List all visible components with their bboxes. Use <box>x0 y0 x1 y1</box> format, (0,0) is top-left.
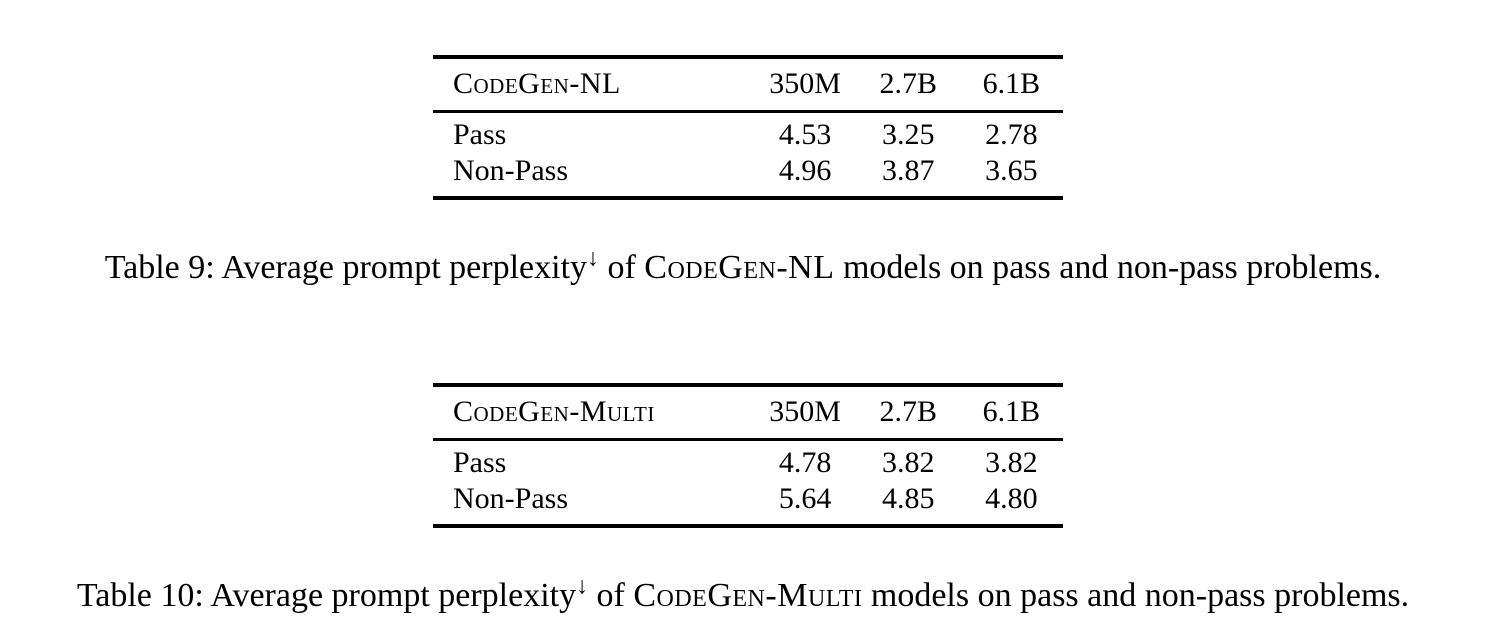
row-label: Non-Pass <box>453 154 569 187</box>
downarrow-icon: ↓ <box>587 245 599 272</box>
caption-text: models on pass and non-pass problems. <box>870 577 1410 614</box>
cell-value: 3.87 <box>881 154 935 187</box>
cell-value: 3.65 <box>985 154 1038 187</box>
cell-value: 4.78 <box>778 446 832 479</box>
cell-value: 2.78 <box>985 118 1038 151</box>
caption-text: of <box>607 249 636 286</box>
column-header-2-7b: 2.7B <box>856 385 960 441</box>
caption-label: Table 9: <box>104 249 215 286</box>
column-header-350m: 350M <box>753 57 857 113</box>
caption-text: of <box>596 577 625 614</box>
table-10-caption: Table 10: Average prompt perplexity↓ of … <box>0 573 1486 616</box>
column-header-6-1b: 6.1B <box>959 385 1063 441</box>
downarrow-icon: ↓ <box>576 573 589 600</box>
cell-value: 4.96 <box>778 154 832 187</box>
caption-label: Table 10: <box>76 577 204 614</box>
cell-value: 4.53 <box>778 118 832 151</box>
table-row-pass: Pass 4.78 3.82 3.82 <box>433 440 1063 482</box>
column-header-350m: 350M <box>753 385 857 441</box>
table-row-pass: Pass 4.53 3.25 2.78 <box>433 112 1063 154</box>
caption-text: models on pass and non-pass problems. <box>842 249 1382 286</box>
row-label: Non-Pass <box>453 482 569 515</box>
cell-value: 4.85 <box>881 482 935 515</box>
cell-value: 4.80 <box>985 482 1038 515</box>
table-row-non-pass: Non-Pass 4.96 3.87 3.65 <box>433 153 1063 198</box>
column-header-6-1b: 6.1B <box>959 57 1063 113</box>
table-header-row: CodeGen-NL 350M 2.7B 6.1B <box>433 57 1063 113</box>
caption-model-name: CodeGen-Multi <box>633 577 863 614</box>
codegen-multi-table: CodeGen-Multi 350M 2.7B 6.1B Pass 4.78 3… <box>433 383 1063 528</box>
table-row-non-pass: Non-Pass 5.64 4.85 4.80 <box>433 481 1063 526</box>
caption-model-name: CodeGen-NL <box>644 249 835 286</box>
table-title-codegen-nl: CodeGen-NL <box>433 57 754 113</box>
table-9-caption: Table 9: Average prompt perplexity↓ of C… <box>0 245 1486 288</box>
column-header-2-7b: 2.7B <box>856 57 960 113</box>
cell-value: 5.64 <box>778 482 832 515</box>
cell-value: 3.82 <box>881 446 935 479</box>
table-title-codegen-multi: CodeGen-Multi <box>433 385 754 441</box>
table-header-row: CodeGen-Multi 350M 2.7B 6.1B <box>433 385 1063 441</box>
caption-text: Average prompt perplexity <box>221 249 588 286</box>
codegen-nl-table: CodeGen-NL 350M 2.7B 6.1B Pass 4.53 3.25… <box>433 55 1063 200</box>
cell-value: 3.25 <box>881 118 935 151</box>
caption-text: Average prompt perplexity <box>210 577 577 614</box>
row-label: Pass <box>453 118 507 151</box>
row-label: Pass <box>453 446 507 479</box>
cell-value: 3.82 <box>985 446 1038 479</box>
